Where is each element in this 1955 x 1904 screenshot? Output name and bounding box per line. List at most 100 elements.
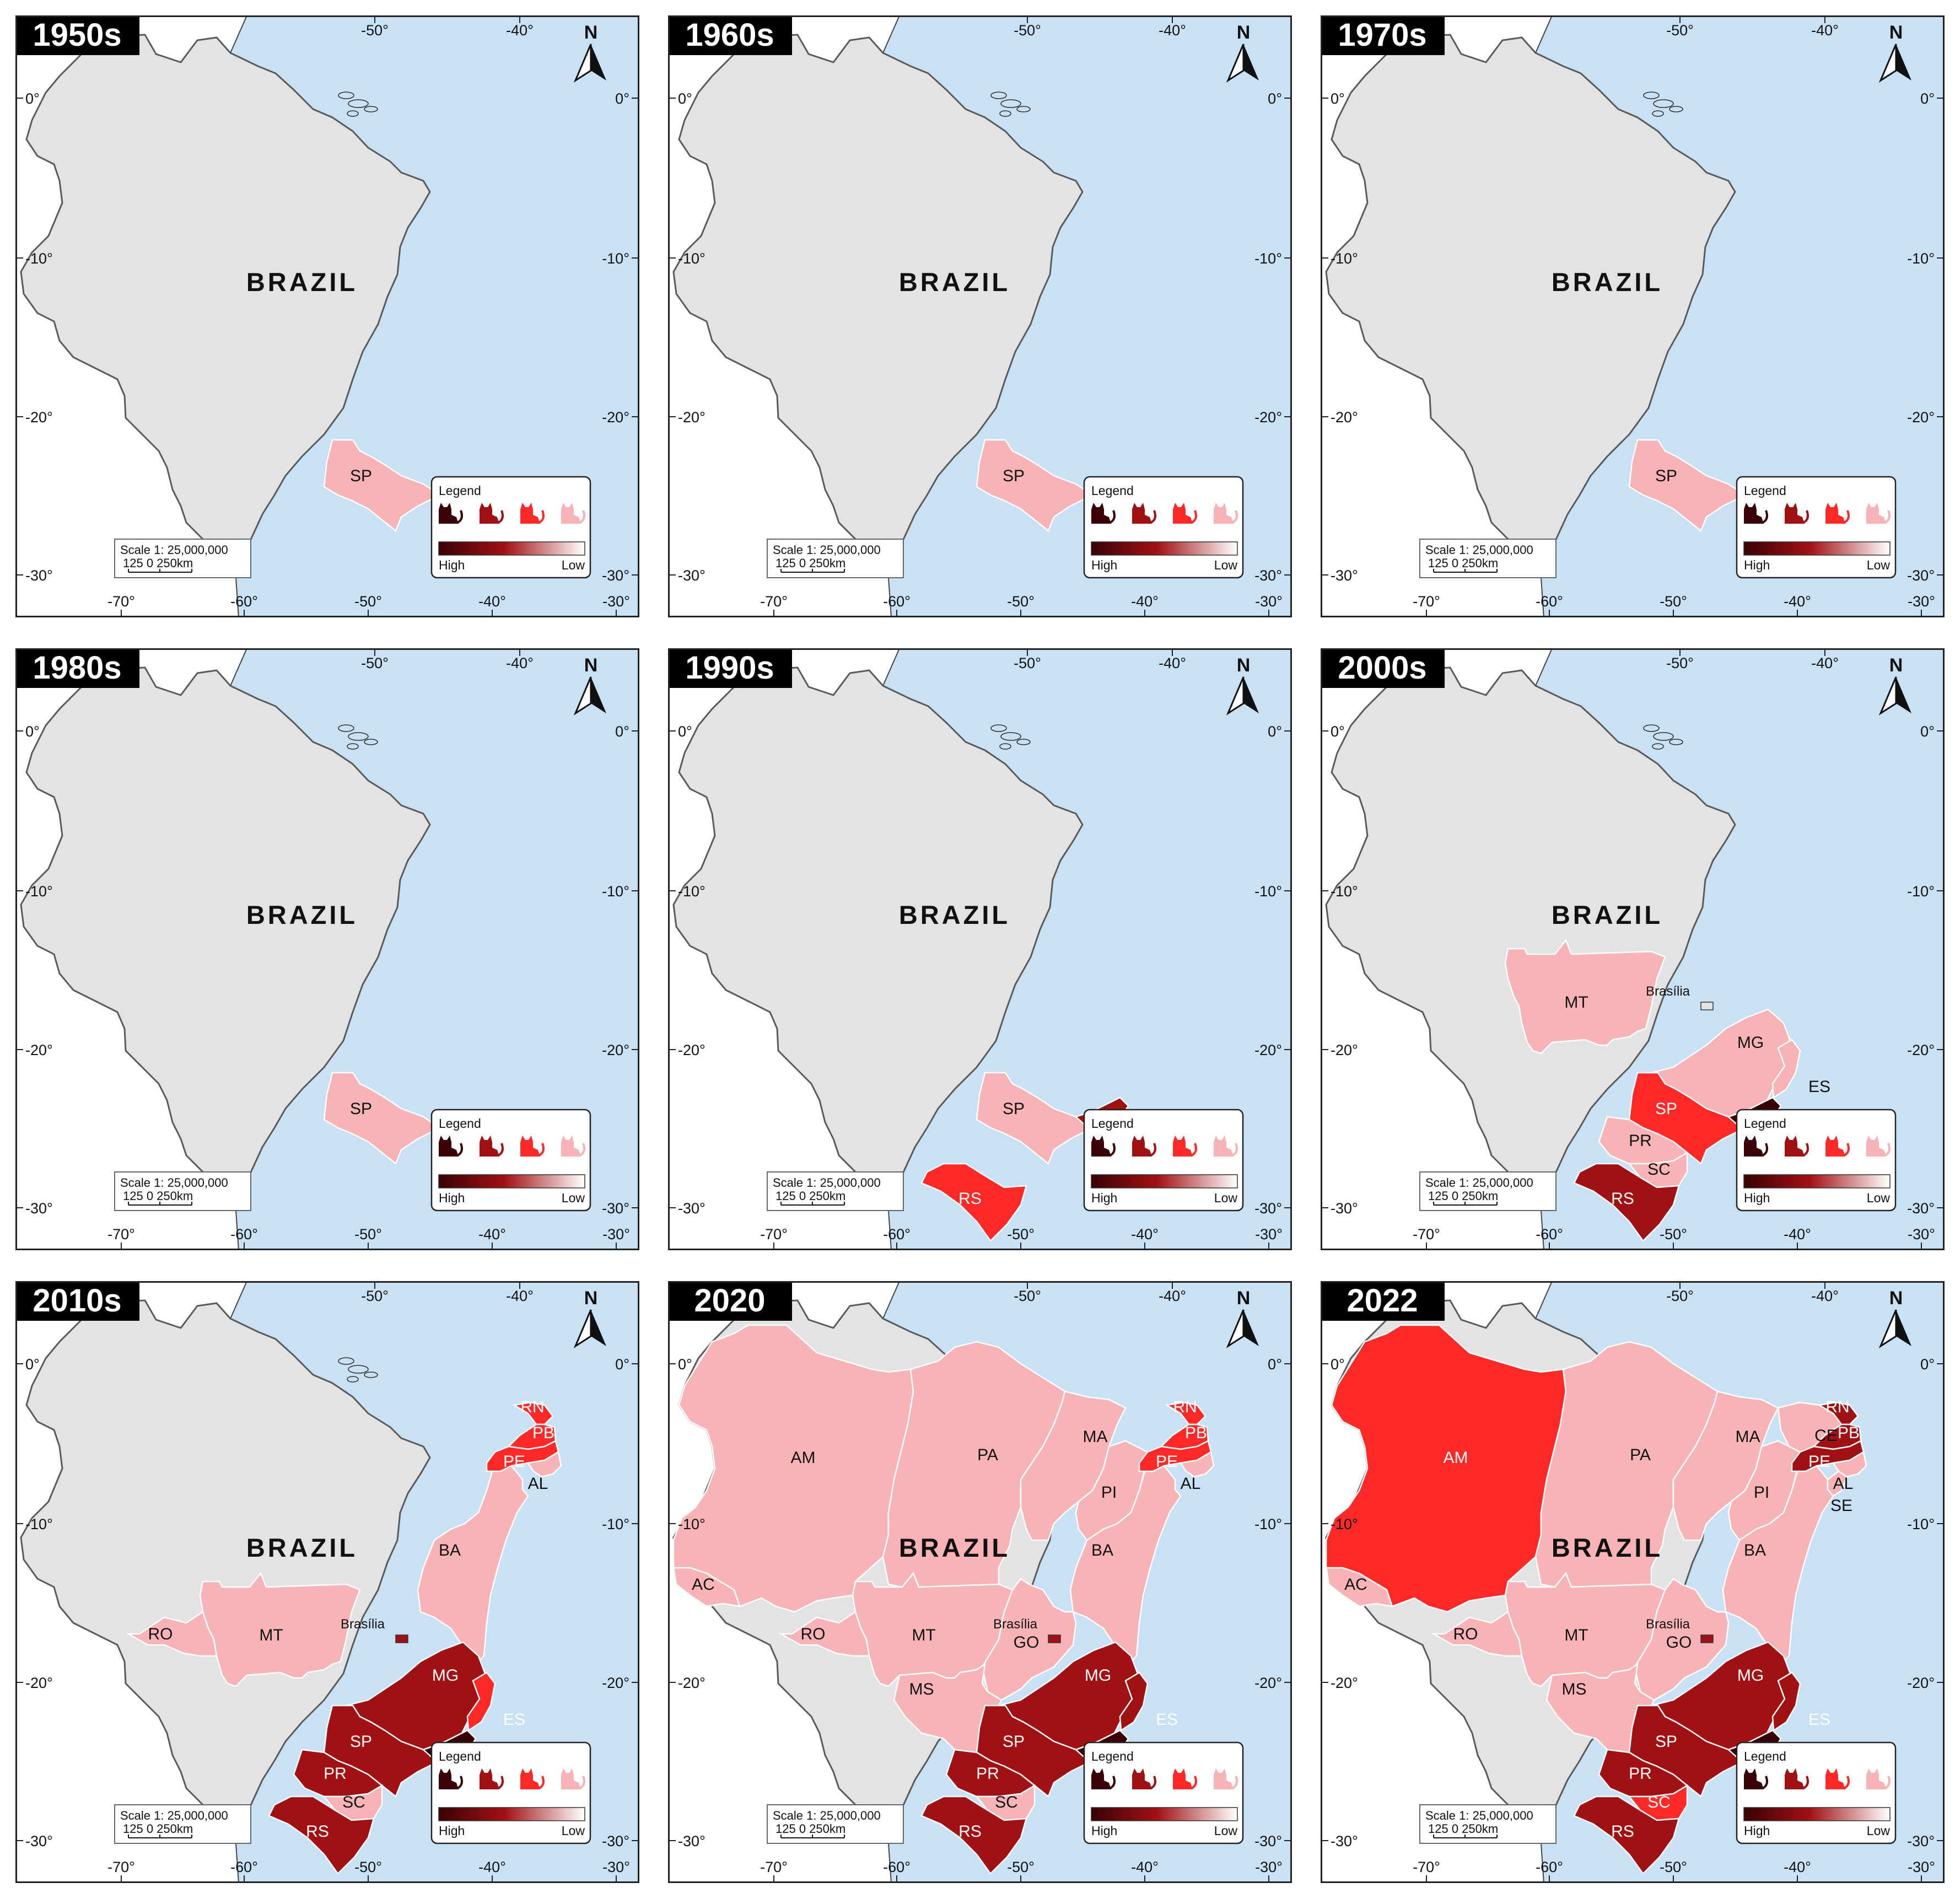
- cat-icon: [561, 1768, 585, 1789]
- map-panel: SPRJRSBRAZIL-50°-40°-70°-60°-50°-40°-30°…: [668, 648, 1292, 1250]
- graticule-ticks: -50° -40° -70° -60° -50° -40° -30° 0° -10° -20° -3…: [15, 1281, 639, 1883]
- state-label: RO: [1453, 1625, 1478, 1643]
- legend: Legend High Low: [1083, 476, 1244, 579]
- lat-tick-right: 0°: [1268, 1356, 1282, 1373]
- lat-tick-left: 0°: [1331, 1356, 1345, 1373]
- lon-tick-bottom: -50°: [354, 1859, 382, 1875]
- lon-tick-bottom: -70°: [1413, 593, 1440, 610]
- panel-title: 2010s: [33, 1283, 121, 1319]
- state-go: [1634, 1578, 1730, 1701]
- cat-icon: [480, 1768, 504, 1789]
- amazon-delta-islands: [338, 92, 378, 117]
- title-badge: [668, 1281, 792, 1321]
- lat-tick-right: -10°: [602, 883, 629, 900]
- lat-tick-left: 0°: [1331, 723, 1345, 740]
- lon-tick-bottom: -30°: [602, 1859, 630, 1875]
- lat-tick-left: -20°: [25, 1675, 53, 1691]
- state-label: SP: [350, 467, 372, 485]
- lat-tick-right: -30°: [1254, 1833, 1282, 1849]
- cat-icon: [561, 503, 585, 524]
- country-label: BRAZIL: [1552, 1533, 1663, 1562]
- state-label: ES: [503, 1711, 525, 1729]
- lon-tick-bottom: -70°: [107, 1226, 135, 1243]
- state-rs: [1573, 1163, 1680, 1242]
- state-label: SP: [350, 1100, 372, 1118]
- state-go: [981, 1578, 1077, 1701]
- amazon-delta-islands: [990, 92, 1031, 117]
- lon-tick-bottom: -30°: [602, 1226, 630, 1243]
- state-ms: [893, 1663, 1003, 1754]
- graticule-ticks: -50° -40° -70° -60° -50° -40° -30° 0° -10° -20° -3…: [668, 648, 1292, 1250]
- state-label: AL: [1833, 1475, 1854, 1493]
- lat-tick-right: -30°: [1907, 567, 1935, 584]
- graticule-ticks: -50° -40° -70° -60° -50° -40° -30° 0° -10° -20° -3…: [668, 1281, 1292, 1883]
- state-al: [526, 1451, 562, 1478]
- lon-tick-top: -50°: [1666, 655, 1694, 671]
- cat-icon: [1091, 1768, 1116, 1789]
- cat-icon: [1744, 503, 1768, 524]
- lat-tick-left: -10°: [25, 250, 53, 267]
- map-panel: SP BRAZIL -50° -40° -70° -60° -50° -40° -30° 0° -1…: [15, 15, 639, 617]
- state-label: MS: [1562, 1680, 1587, 1698]
- panel-frame: [1321, 648, 1945, 1250]
- lat-tick-left: -10°: [678, 883, 705, 900]
- state-rn: [1165, 1401, 1207, 1426]
- state-label: MS: [909, 1680, 934, 1698]
- state-mt: [199, 1572, 361, 1687]
- title-badge: [668, 648, 792, 688]
- lat-tick-right: -30°: [1254, 1200, 1282, 1217]
- state-label: PB: [1185, 1424, 1207, 1442]
- title-badge: [668, 15, 792, 55]
- north-arrow-icon: N: [1226, 655, 1259, 716]
- panel-frame: [668, 15, 1292, 617]
- legend-low: Low: [562, 1824, 585, 1838]
- lat-tick-right: -10°: [1907, 883, 1935, 900]
- brazil-outline: [672, 666, 1084, 1212]
- legend-title: Legend: [1744, 483, 1786, 498]
- state-label: MA: [1736, 1428, 1760, 1446]
- state-label: SC: [995, 1793, 1018, 1811]
- legend-title: Legend: [439, 1749, 481, 1763]
- country-label: BRAZIL: [1552, 267, 1663, 297]
- amazon-delta-islands: [990, 724, 1031, 750]
- state-label: SC: [1647, 1160, 1671, 1179]
- state-label: SP: [1655, 467, 1677, 485]
- state-label: PI: [1101, 1483, 1117, 1502]
- lon-tick-bottom: -60°: [1536, 1226, 1563, 1243]
- map-svg: BrasíliaROMTBAMGESSPRJPRSCRSRNPBPEALBRAZ…: [15, 1281, 639, 1883]
- lon-tick-bottom: -60°: [230, 1859, 258, 1875]
- legend-title: Legend: [1091, 1749, 1134, 1763]
- state-label: SP: [1655, 1100, 1677, 1118]
- lat-tick-left: -30°: [1331, 1200, 1358, 1217]
- panel-frame: [15, 648, 639, 1250]
- lat-tick-right: 0°: [1920, 90, 1935, 107]
- legend-color-ramp: [438, 541, 585, 556]
- lat-tick-right: 0°: [1268, 90, 1282, 107]
- state-label: BA: [1744, 1541, 1766, 1559]
- panel-title: 2000s: [1338, 650, 1426, 686]
- state-label: PE: [503, 1453, 525, 1471]
- scale-ratio: Scale 1: 25,000,000: [1425, 1176, 1533, 1190]
- north-label: N: [584, 655, 598, 676]
- scale-ratio: Scale 1: 25,000,000: [773, 1809, 881, 1822]
- north-label: N: [1237, 1288, 1251, 1309]
- state-label: ES: [1808, 1711, 1830, 1729]
- scale-ratio: Scale 1: 25,000,000: [1425, 1809, 1533, 1822]
- cat-icon: [439, 1136, 463, 1157]
- state-label: PE: [1808, 1453, 1830, 1471]
- legend-low: Low: [1214, 558, 1238, 572]
- panel-frame: [15, 15, 639, 617]
- state-sp: [323, 439, 441, 533]
- brazil-outline: [20, 666, 431, 1212]
- cat-icon: [439, 503, 463, 524]
- state-ma: [1672, 1390, 1779, 1541]
- lat-tick-right: -10°: [1907, 1516, 1935, 1532]
- state-label: RO: [801, 1625, 826, 1643]
- cat-icon: [1091, 1136, 1116, 1157]
- country-label: BRAZIL: [899, 267, 1010, 297]
- legend-low: Low: [562, 1191, 585, 1205]
- lat-tick-left: 0°: [678, 1356, 692, 1373]
